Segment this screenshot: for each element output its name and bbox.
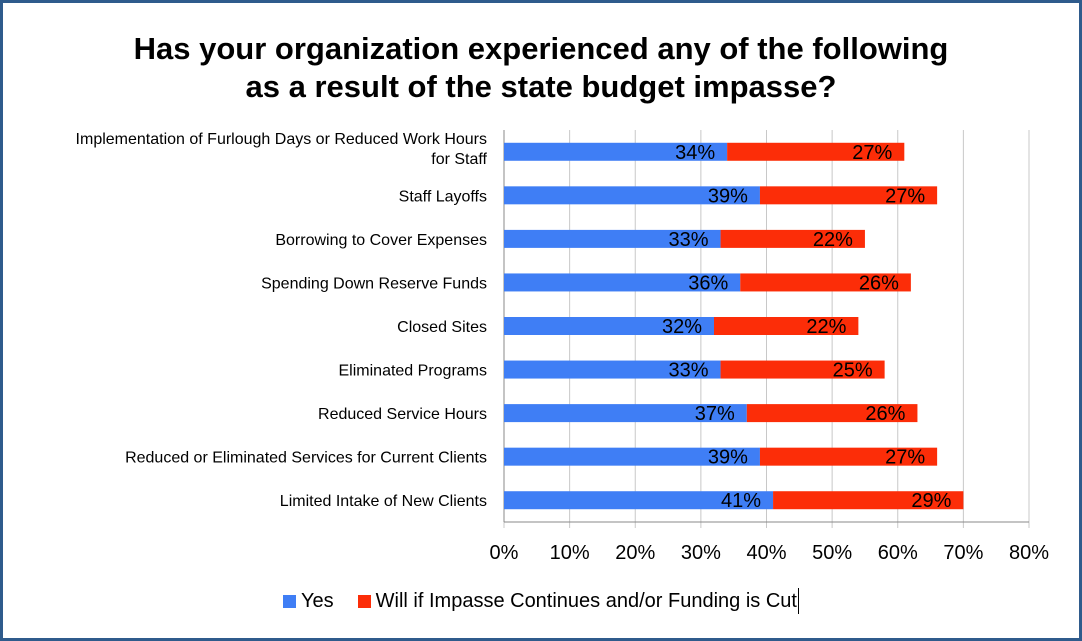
data-label-will: 27% [885,447,925,469]
category-label: Borrowing to Cover Expenses [275,232,487,249]
bar-will [727,142,905,161]
legend-item-yes: Yes [283,590,334,613]
data-label-will: 27% [885,185,925,207]
category-label: Spending Down Reserve Funds [261,275,487,292]
data-label-will: 26% [865,403,905,425]
legend-swatch-will [357,594,371,608]
x-tick-label: 60% [878,542,918,564]
data-label-yes: 33% [669,360,709,382]
x-tick-label: 70% [943,542,983,564]
legend-swatch-yes [283,594,297,608]
x-tick-label: 40% [746,542,786,564]
data-label-yes: 36% [688,272,728,294]
data-label-will: 25% [833,360,873,382]
category-label: for Staff [431,151,487,168]
category-label: Reduced Service Hours [318,406,487,423]
x-tick-label: 20% [615,542,655,564]
bar-yes [504,142,728,161]
x-tick-label: 50% [812,542,852,564]
text-cursor [797,588,799,614]
chart-title: Has your organization experienced any of… [0,30,1082,106]
category-label: Limited Intake of New Clients [280,493,487,510]
data-label-will: 27% [852,142,892,164]
data-label-yes: 33% [669,229,709,251]
bar-yes [504,186,760,205]
legend: Yes Will if Impasse Continues and/or Fun… [0,588,1082,614]
data-label-yes: 39% [708,185,748,207]
bar-will [720,360,885,379]
legend-label-yes: Yes [301,589,334,612]
bar-yes [504,229,721,248]
x-tick-label: 80% [1009,542,1049,564]
x-tick-label: 0% [490,542,519,564]
data-label-will: 22% [813,229,853,251]
bar-will [720,229,865,248]
category-label: Closed Sites [397,319,487,336]
data-label-yes: 32% [662,316,702,338]
bar-yes [504,491,774,510]
bar-will [746,404,918,423]
bar-yes [504,273,741,292]
bar-will [759,447,938,466]
chart-title-line-2: as a result of the state budget impasse? [245,69,837,104]
data-label-will: 22% [806,316,846,338]
category-label: Eliminated Programs [339,363,488,380]
bar-will [773,491,964,510]
bar-will [740,273,911,292]
data-label-will: 29% [911,490,951,512]
legend-label-will: Will if Impasse Continues and/or Funding… [375,589,797,612]
data-label-yes: 37% [695,403,735,425]
legend-item-will: Will if Impasse Continues and/or Funding… [357,588,799,614]
bar-will [759,186,938,205]
bar-yes [504,447,760,466]
data-label-yes: 34% [675,142,715,164]
bar-yes [504,360,721,379]
category-label: Implementation of Furlough Days or Reduc… [76,131,487,148]
x-tick-label: 10% [550,542,590,564]
category-label: Reduced or Eliminated Services for Curre… [125,450,487,467]
chart-title-line-1: Has your organization experienced any of… [133,31,949,66]
data-label-yes: 41% [721,490,761,512]
data-label-will: 26% [859,272,899,294]
bar-yes [504,404,747,423]
category-label: Staff Layoffs [399,188,487,205]
bar-will [714,317,859,335]
data-label-yes: 39% [708,447,748,469]
x-tick-label: 30% [681,542,721,564]
bar-yes [504,317,714,335]
